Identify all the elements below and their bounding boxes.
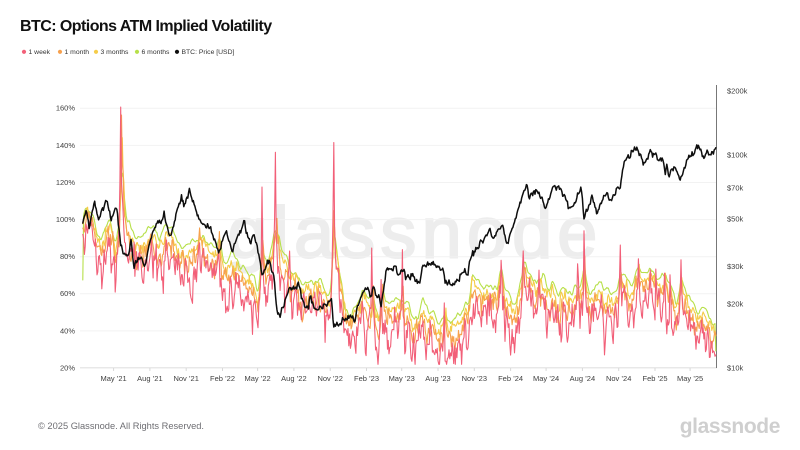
svg-text:Aug ’22: Aug ’22	[281, 374, 306, 383]
svg-text:BTC: Price [USD]: BTC: Price [USD]	[182, 49, 235, 56]
svg-text:1 month: 1 month	[65, 49, 90, 56]
svg-text:May ’22: May ’22	[244, 374, 270, 383]
svg-text:Nov ’22: Nov ’22	[317, 374, 342, 383]
svg-text:Nov ’21: Nov ’21	[173, 374, 198, 383]
svg-text:May ’23: May ’23	[389, 374, 415, 383]
svg-text:100%: 100%	[56, 215, 76, 224]
svg-text:$20k: $20k	[727, 299, 744, 308]
svg-text:1 week: 1 week	[29, 49, 51, 56]
svg-text:© 2025 Glassnode. All Rights R: © 2025 Glassnode. All Rights Reserved.	[38, 421, 204, 431]
svg-text:BTC: Options ATM Implied Volat: BTC: Options ATM Implied Volatility	[20, 18, 272, 35]
svg-text:Feb ’23: Feb ’23	[354, 374, 379, 383]
svg-text:glassnode: glassnode	[228, 194, 603, 274]
svg-text:40%: 40%	[60, 326, 75, 335]
svg-text:May ’25: May ’25	[677, 374, 703, 383]
svg-text:May ’24: May ’24	[533, 374, 559, 383]
svg-text:$30k: $30k	[727, 262, 744, 271]
svg-text:Nov ’23: Nov ’23	[462, 374, 487, 383]
svg-text:Nov ’24: Nov ’24	[606, 374, 631, 383]
svg-text:140%: 140%	[56, 141, 76, 150]
svg-text:$10k: $10k	[727, 363, 744, 372]
svg-text:20%: 20%	[60, 363, 75, 372]
svg-text:Feb ’22: Feb ’22	[210, 374, 235, 383]
svg-text:Feb ’24: Feb ’24	[498, 374, 523, 383]
svg-text:120%: 120%	[56, 178, 76, 187]
svg-text:Aug ’23: Aug ’23	[425, 374, 450, 383]
svg-text:$70k: $70k	[727, 184, 744, 193]
svg-text:160%: 160%	[56, 104, 76, 113]
svg-text:$50k: $50k	[727, 215, 744, 224]
svg-text:glassnode: glassnode	[680, 415, 780, 438]
svg-text:Feb ’25: Feb ’25	[642, 374, 667, 383]
svg-text:$100k: $100k	[727, 151, 748, 160]
svg-text:6 months: 6 months	[142, 49, 171, 56]
svg-text:60%: 60%	[60, 289, 75, 298]
svg-text:May ’21: May ’21	[100, 374, 126, 383]
svg-text:Aug ’24: Aug ’24	[570, 374, 595, 383]
svg-text:$200k: $200k	[727, 87, 748, 96]
svg-text:80%: 80%	[60, 252, 75, 261]
svg-text:Aug ’21: Aug ’21	[137, 374, 162, 383]
svg-text:3 months: 3 months	[101, 49, 130, 56]
